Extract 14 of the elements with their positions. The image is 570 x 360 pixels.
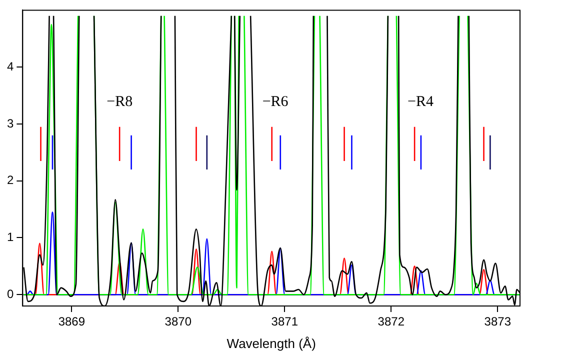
x-tick-label: 3872 <box>378 314 405 329</box>
x-tick-label: 3870 <box>164 314 192 329</box>
annotation: −R6 <box>262 94 289 110</box>
y-tick-label: 2 <box>6 173 14 188</box>
y-tick-label: 3 <box>6 116 14 130</box>
x-tick-label: 3873 <box>484 314 512 329</box>
y-tick-label: 4 <box>6 59 14 74</box>
annotation: −R4 <box>408 94 434 110</box>
x-axis-title: Wavelength (Å) <box>226 336 316 351</box>
x-tick-label: 3871 <box>271 314 298 329</box>
y-tick-label: 0 <box>6 286 14 301</box>
annotation: −R8 <box>106 94 133 110</box>
x-tick-label: 3869 <box>58 314 86 329</box>
y-tick-label: 1 <box>6 230 14 244</box>
